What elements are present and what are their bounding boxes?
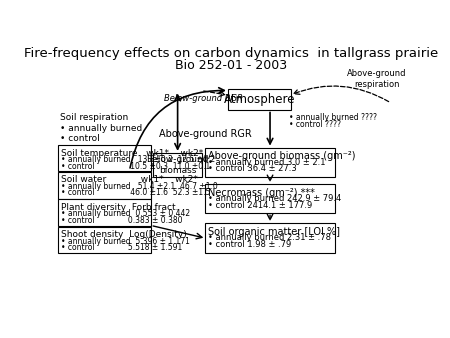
Text: • annually burned 242.9 ± 79.4: • annually burned 242.9 ± 79.4	[208, 194, 342, 203]
Text: Above-ground
respiration: Above-ground respiration	[347, 69, 407, 89]
FancyBboxPatch shape	[58, 227, 152, 254]
FancyBboxPatch shape	[205, 223, 334, 254]
Text: • control               10.5 ±0.3  11.0 ±0.1: • control 10.5 ±0.3 11.0 ±0.1	[61, 162, 211, 171]
FancyBboxPatch shape	[58, 172, 152, 199]
Text: Below-ground RGR: Below-ground RGR	[164, 94, 243, 103]
Text: • annually burned  0.553 ± 0.442: • annually burned 0.553 ± 0.442	[61, 210, 190, 218]
Text: Soil respiration
• annually burned
• control: Soil respiration • annually burned • con…	[60, 114, 142, 143]
Text: • control 2414.1 ± 177.9: • control 2414.1 ± 177.9	[208, 201, 313, 210]
Text: • annually burned  5.396 ± 1.171: • annually burned 5.396 ± 1.171	[61, 237, 190, 246]
Text: • annually burned   13.8±0.2  12.5 ±0.2: • annually burned 13.8±0.2 12.5 ±0.2	[61, 155, 215, 164]
Text: • control 36.4 ± 27.3: • control 36.4 ± 27.3	[208, 164, 297, 173]
Text: Bio 252-01 - 2003: Bio 252-01 - 2003	[175, 59, 287, 72]
Text: • control              0.383 ± 0.380: • control 0.383 ± 0.380	[61, 216, 183, 225]
FancyBboxPatch shape	[58, 145, 152, 171]
Text: Plant diversity  Forb fract.: Plant diversity Forb fract.	[61, 203, 179, 212]
FancyBboxPatch shape	[205, 148, 334, 177]
Text: Atmosphere: Atmosphere	[224, 93, 295, 106]
Text: • control 1.98 ± .79: • control 1.98 ± .79	[208, 240, 292, 249]
Text: • control              5.518 ± 1.591: • control 5.518 ± 1.591	[61, 243, 182, 252]
Text: Below-ground
biomass: Below-ground biomass	[146, 155, 209, 174]
Text: Soil temperature   wk1*    wk2*: Soil temperature wk1* wk2*	[61, 149, 203, 158]
FancyBboxPatch shape	[58, 199, 152, 226]
Text: • control ????: • control ????	[289, 120, 341, 129]
Text: Above-ground biomass (gm⁻²): Above-ground biomass (gm⁻²)	[208, 151, 356, 161]
FancyBboxPatch shape	[228, 89, 291, 110]
FancyBboxPatch shape	[205, 184, 334, 213]
Text: Necromass (gm⁻²) ***: Necromass (gm⁻²) ***	[208, 188, 315, 198]
Text: Soil organic matter [LOI %]: Soil organic matter [LOI %]	[208, 227, 340, 237]
Text: • annually burned ????: • annually burned ????	[289, 114, 377, 122]
Text: Fire-frequency effects on carbon dynamics  in tallgrass prairie: Fire-frequency effects on carbon dynamic…	[23, 47, 438, 60]
Text: Soil water            wk1*    wk2*: Soil water wk1* wk2*	[61, 175, 198, 184]
FancyBboxPatch shape	[153, 153, 202, 177]
Text: • annually burned   51.4 ±2.1  46.7 ±1.0: • annually burned 51.4 ±2.1 46.7 ±1.0	[61, 182, 218, 191]
Text: Above-ground RGR: Above-ground RGR	[159, 129, 252, 139]
Text: • control               46.0 ±1.6  52.3 ±1.5: • control 46.0 ±1.6 52.3 ±1.5	[61, 188, 211, 197]
Text: Shoot density  Log(Density): Shoot density Log(Density)	[61, 230, 187, 239]
Text: • annually burned 2.31 ± .78: • annually burned 2.31 ± .78	[208, 234, 331, 242]
Text: • annually burned 3.0 ± 2.1: • annually burned 3.0 ± 2.1	[208, 158, 326, 167]
